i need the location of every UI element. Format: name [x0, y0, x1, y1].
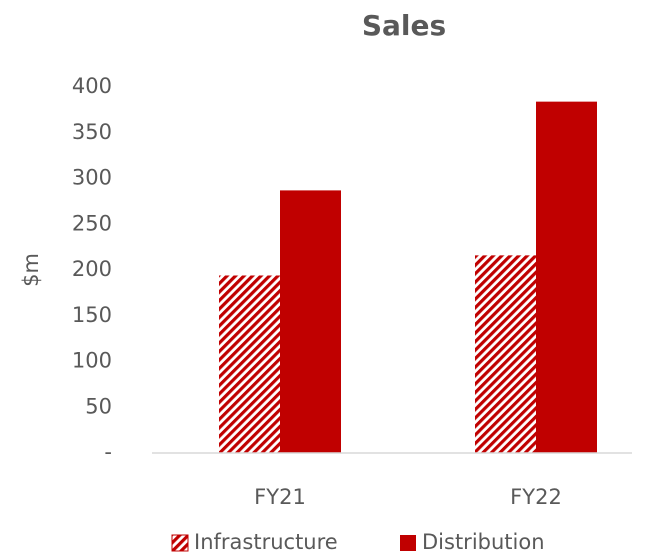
legend-label: Distribution	[422, 530, 545, 554]
y-tick-label: 50	[85, 394, 112, 418]
bar	[536, 101, 597, 453]
legend-swatch	[400, 535, 416, 551]
bar	[280, 190, 341, 453]
y-tick-label: 150	[72, 303, 112, 327]
y-tick-label: 200	[72, 257, 112, 281]
bar	[219, 275, 280, 453]
y-tick-label: 350	[72, 120, 112, 144]
y-tick-label: -	[104, 440, 112, 464]
chart-title: Sales	[362, 9, 446, 42]
legend-swatch	[171, 534, 189, 552]
y-tick-label: 400	[72, 74, 112, 98]
legend-label: Infrastructure	[194, 530, 338, 554]
y-tick-label: 250	[72, 211, 112, 235]
y-tick-label: 300	[72, 166, 112, 190]
x-tick-label: FY21	[254, 485, 306, 509]
bar	[475, 255, 536, 453]
y-axis-label: $m	[19, 253, 43, 287]
y-tick-label: 100	[72, 349, 112, 373]
x-tick-label: FY22	[510, 485, 562, 509]
